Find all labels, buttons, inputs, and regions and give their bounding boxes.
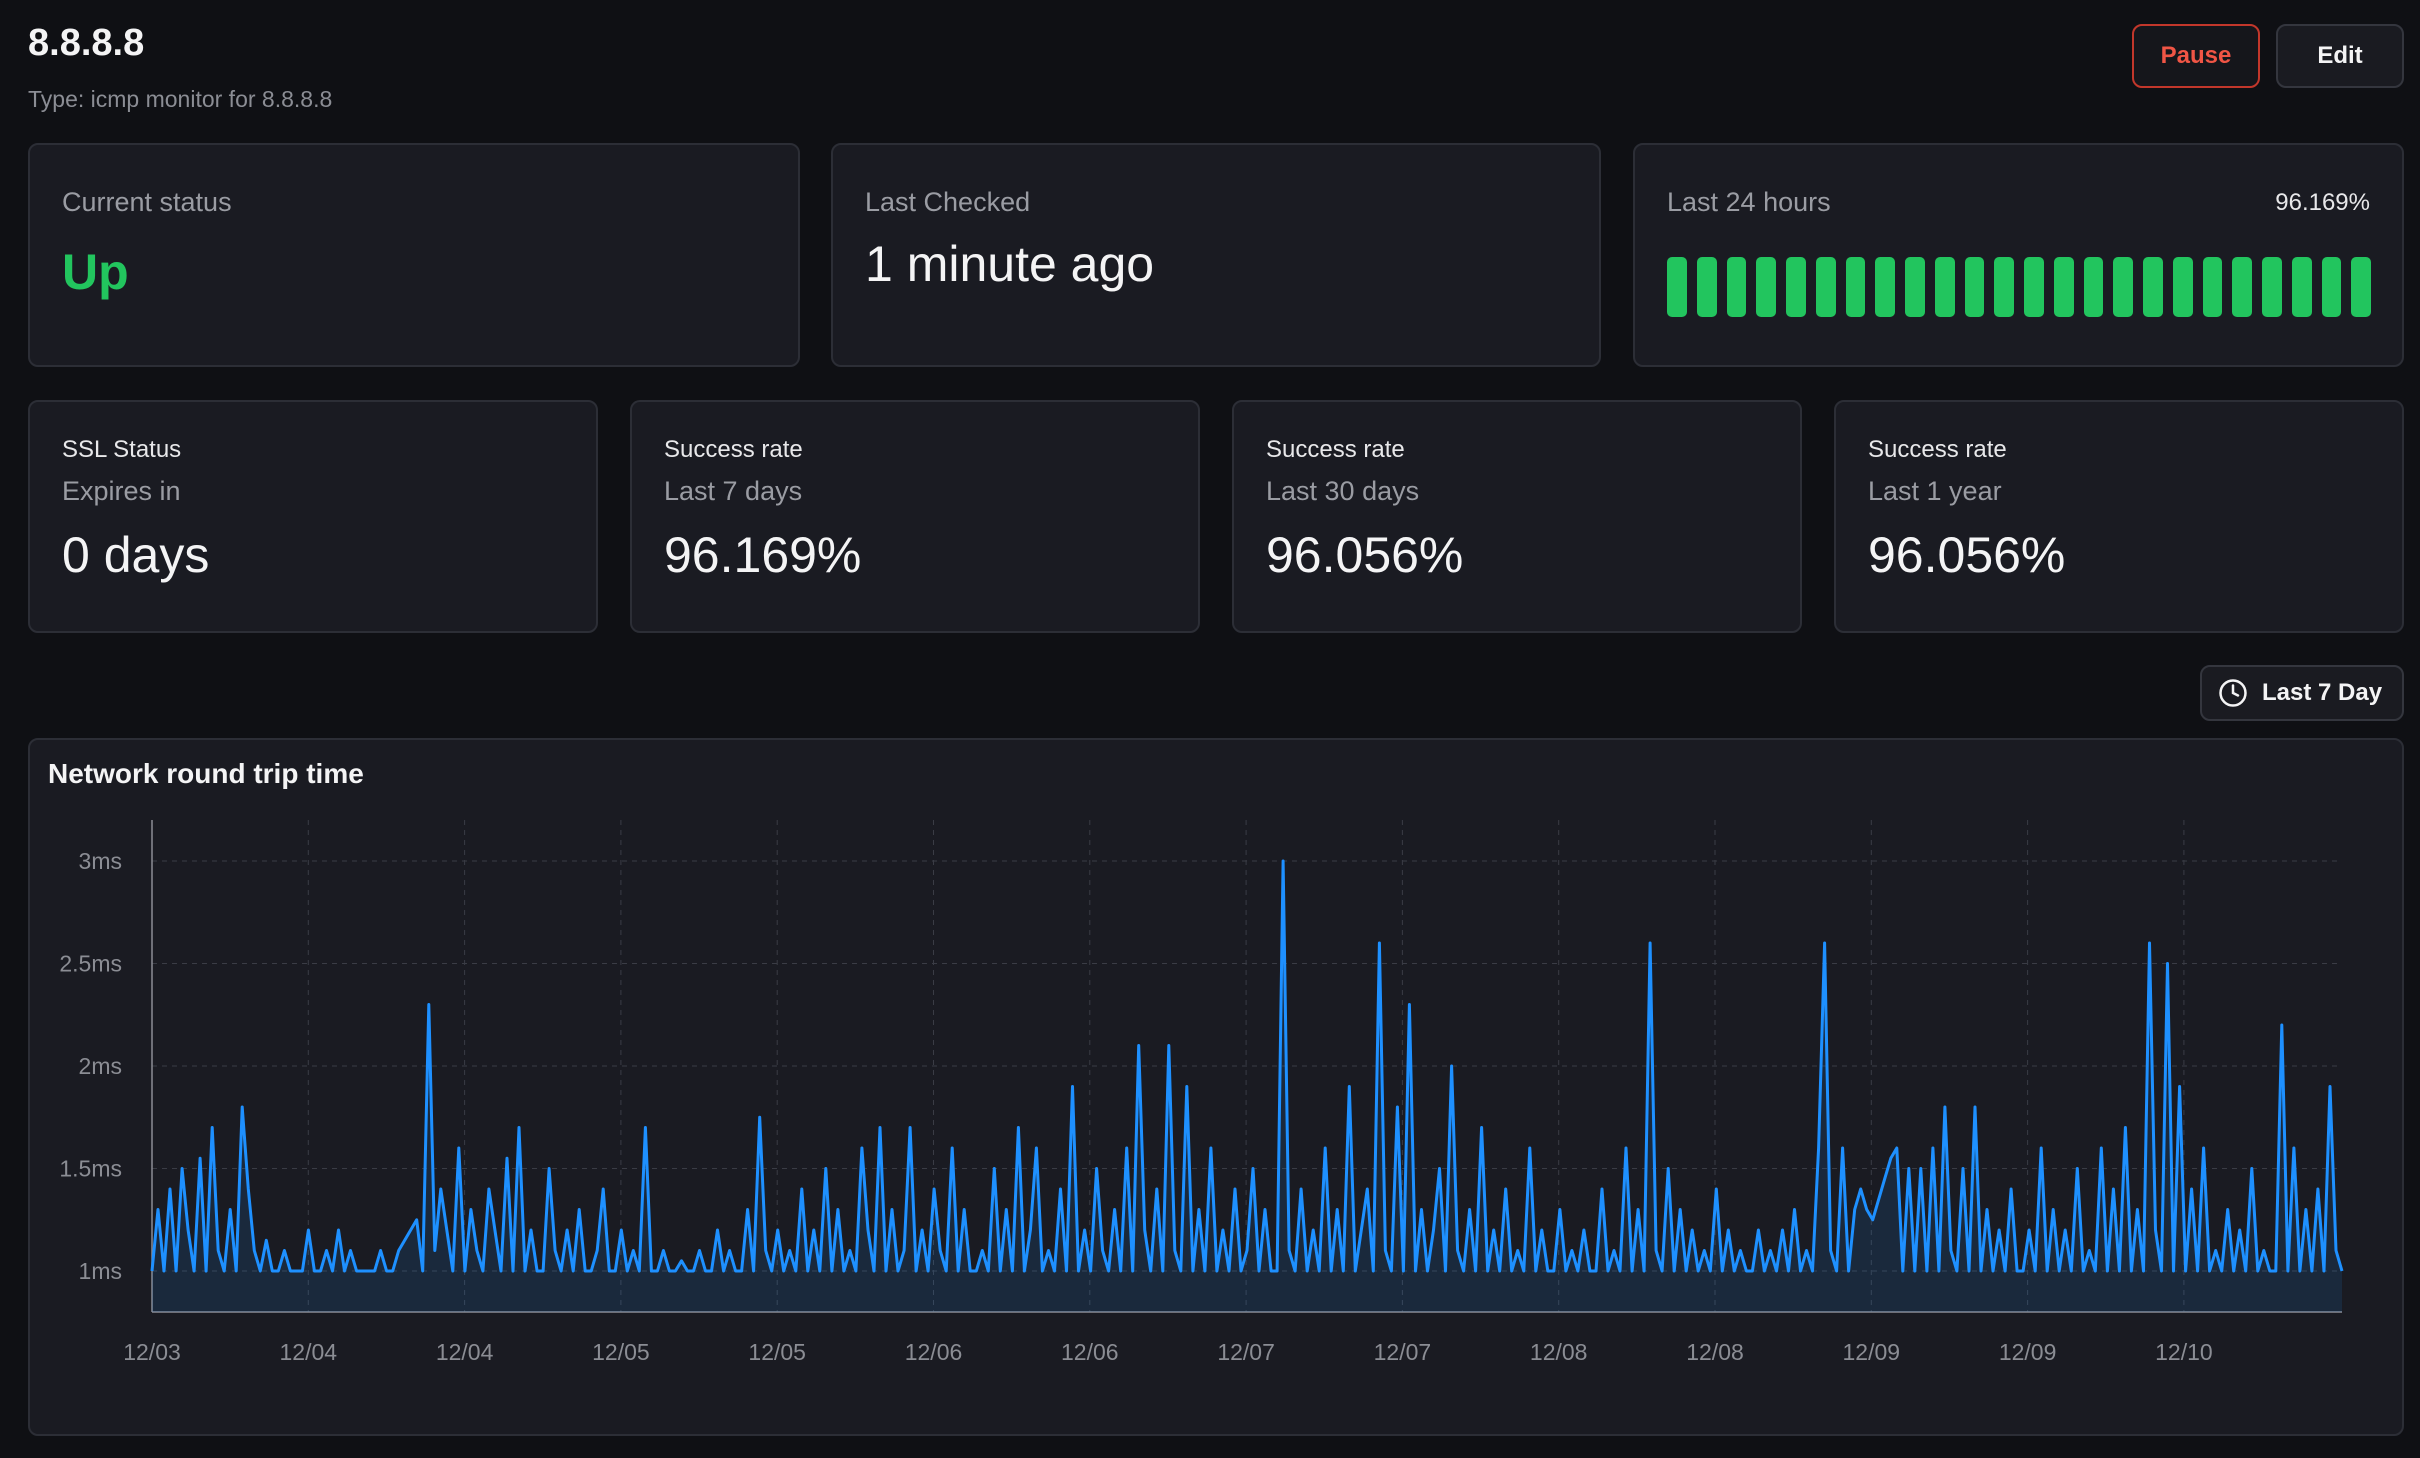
rtt-series-line bbox=[150, 859, 2344, 1273]
success-rate-1y-label: Last 1 year bbox=[1868, 476, 2002, 506]
uptime-bar bbox=[2172, 257, 2193, 317]
y-tick-label: 1.5ms bbox=[59, 1156, 122, 1182]
x-tick-label: 12/09 bbox=[1999, 1339, 2057, 1365]
x-tick-label: 12/07 bbox=[1374, 1339, 1432, 1365]
x-tick-label: 12/07 bbox=[1217, 1339, 1275, 1365]
uptime-bar bbox=[2113, 257, 2133, 317]
clock-icon bbox=[2219, 679, 2247, 707]
time-range-selector[interactable]: Last 7 Day bbox=[2200, 665, 2404, 721]
uptime-bar bbox=[1667, 257, 1687, 317]
uptime-bar bbox=[1964, 257, 1985, 317]
success-rate-30d-card: Success rate Last 30 days 96.056% bbox=[1232, 400, 1802, 633]
success-rate-1y-value: 96.056% bbox=[1868, 527, 2066, 583]
chart-title: Network round trip time bbox=[48, 758, 364, 789]
uptime-bar bbox=[2083, 257, 2104, 317]
last-checked-label: Last Checked bbox=[865, 187, 1031, 217]
uptime-bar bbox=[1905, 257, 1925, 317]
uptime-bar bbox=[2202, 257, 2223, 317]
uptime-bar bbox=[1934, 257, 1955, 317]
uptime-bar bbox=[1786, 257, 1806, 317]
edit-button[interactable]: Edit bbox=[2276, 24, 2404, 88]
ssl-status-title: SSL Status bbox=[62, 436, 182, 463]
x-tick-label: 12/04 bbox=[280, 1339, 338, 1365]
last-checked-value: 1 minute ago bbox=[865, 236, 1155, 292]
uptime-bar bbox=[1726, 257, 1747, 317]
uptime-bars bbox=[1667, 257, 2371, 317]
uptime-bar bbox=[2351, 257, 2371, 317]
uptime-bar bbox=[1756, 257, 1776, 317]
success-rate-title: Success rate bbox=[664, 436, 803, 463]
last-24-hours-card: Last 24 hours 96.169% bbox=[1633, 143, 2404, 367]
page-title: 8.8.8.8 bbox=[28, 22, 145, 64]
uptime-bar bbox=[2262, 257, 2282, 317]
x-tick-label: 12/06 bbox=[905, 1339, 963, 1365]
rtt-chart-card: 1ms 1.5ms 2ms 2.5ms 3ms 12/03 12/04 12/04 12/05 1… bbox=[28, 738, 2404, 1436]
success-rate-7d-card: Success rate Last 7 days 96.169% bbox=[630, 400, 1200, 633]
ssl-expires-label: Expires in bbox=[62, 476, 181, 506]
success-rate-title: Success rate bbox=[1868, 436, 2007, 463]
success-rate-7d-label: Last 7 days bbox=[664, 476, 803, 506]
x-tick-label: 12/08 bbox=[1530, 1339, 1588, 1365]
uptime-bar bbox=[2143, 257, 2163, 317]
monitor-type-subtitle: Type: icmp monitor for 8.8.8.8 bbox=[28, 86, 333, 112]
current-status-value: Up bbox=[62, 244, 129, 300]
time-range-label: Last 7 Day bbox=[2262, 679, 2383, 706]
y-tick-label: 2ms bbox=[79, 1053, 122, 1079]
current-status-label: Current status bbox=[62, 187, 232, 217]
uptime-bar bbox=[1696, 257, 1717, 317]
x-tick-label: 12/05 bbox=[592, 1339, 650, 1365]
x-tick-label: 12/09 bbox=[1843, 1339, 1901, 1365]
rtt-chart: 1ms 1.5ms 2ms 2.5ms 3ms 12/03 12/04 12/04 12/05 1… bbox=[59, 820, 2344, 1365]
x-tick-label: 12/06 bbox=[1061, 1339, 1119, 1365]
uptime-bar bbox=[1815, 257, 1836, 317]
current-status-card: Current status Up bbox=[28, 143, 800, 367]
rtt-area-fill bbox=[152, 861, 2342, 1312]
success-rate-7d-value: 96.169% bbox=[664, 527, 862, 583]
x-tick-label: 12/08 bbox=[1686, 1339, 1744, 1365]
x-tick-label: 12/05 bbox=[748, 1339, 806, 1365]
ssl-status-card: SSL Status Expires in 0 days bbox=[28, 400, 598, 633]
pause-button[interactable]: Pause bbox=[2132, 24, 2260, 88]
last-24-hours-percent: 96.169% bbox=[2275, 189, 2370, 216]
last-checked-card: Last Checked 1 minute ago bbox=[831, 143, 1601, 367]
x-tick-label: 12/03 bbox=[123, 1339, 181, 1365]
y-tick-label: 2.5ms bbox=[59, 951, 122, 977]
uptime-bar bbox=[2321, 257, 2342, 317]
success-rate-30d-value: 96.056% bbox=[1266, 527, 1464, 583]
ssl-expires-value: 0 days bbox=[62, 527, 210, 583]
uptime-bar bbox=[2024, 257, 2044, 317]
uptime-bar bbox=[2232, 257, 2252, 317]
uptime-bar bbox=[1845, 257, 1866, 317]
uptime-bar bbox=[2291, 257, 2312, 317]
y-tick-label: 1ms bbox=[79, 1258, 122, 1284]
uptime-bar bbox=[1994, 257, 2014, 317]
success-rate-1y-card: Success rate Last 1 year 96.056% bbox=[1834, 400, 2404, 633]
x-tick-label: 12/04 bbox=[436, 1339, 494, 1365]
success-rate-30d-label: Last 30 days bbox=[1266, 476, 1420, 506]
uptime-bar bbox=[2053, 257, 2074, 317]
y-tick-label: 3ms bbox=[79, 848, 122, 874]
x-tick-label: 12/10 bbox=[2155, 1339, 2213, 1365]
last-24-hours-label: Last 24 hours bbox=[1667, 187, 1831, 217]
success-rate-title: Success rate bbox=[1266, 436, 1405, 463]
uptime-bar bbox=[1875, 257, 1895, 317]
